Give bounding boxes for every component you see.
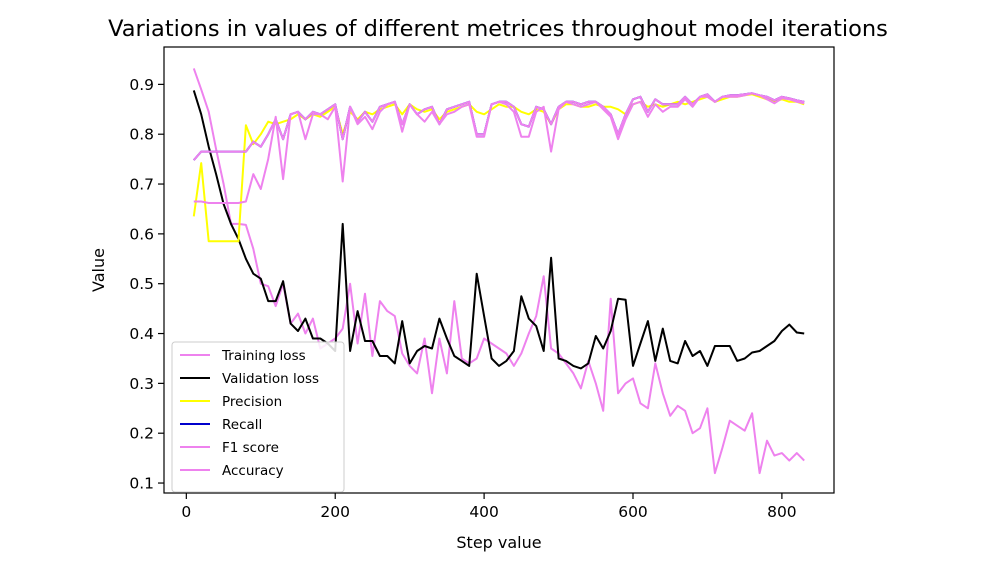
legend-entry: Accuracy	[222, 463, 284, 479]
x-tick-label: 200	[320, 503, 350, 521]
legend: Training loss Validation loss Precision Rec…	[171, 341, 345, 493]
y-axis-label: Value	[89, 248, 108, 292]
y-tick-label: 0.5	[129, 275, 154, 293]
plot-frame	[163, 46, 835, 494]
legend-entry: Training loss	[221, 348, 306, 364]
series-line-0	[192, 68, 805, 475]
x-axis: 0 200 400 600 800	[181, 493, 797, 521]
legend-entry: Recall	[222, 417, 262, 433]
legend-entry: F1 score	[222, 440, 279, 456]
x-tick-label: 800	[767, 503, 797, 521]
legend-box	[171, 341, 345, 493]
y-tick-label: 0.7	[129, 176, 154, 194]
y-tick-label: 0.6	[129, 225, 154, 243]
series-line-2	[192, 93, 805, 243]
y-tick-label: 0.2	[129, 425, 154, 443]
x-tick-label: 400	[469, 503, 499, 521]
chart-title: Variations in values of different metric…	[108, 16, 888, 42]
legend-entry: Precision	[222, 394, 282, 410]
series-line-1	[192, 90, 805, 370]
x-tick-label: 600	[618, 503, 648, 521]
y-tick-label: 0.3	[129, 375, 154, 393]
y-tick-label: 0.9	[129, 76, 154, 94]
y-tick-label: 0.4	[129, 325, 154, 343]
y-tick-label: 0.8	[129, 126, 154, 144]
y-axis: 0.1 0.2 0.3 0.4 0.5 0.6 0.7 0.8 0.9	[129, 76, 164, 493]
series-layer	[192, 68, 805, 475]
series-line-5	[193, 92, 805, 161]
x-axis-label: Step value	[456, 533, 541, 552]
legend-entry: Validation loss	[222, 371, 319, 387]
y-tick-label: 0.1	[129, 475, 154, 493]
x-tick-label: 0	[181, 503, 191, 521]
